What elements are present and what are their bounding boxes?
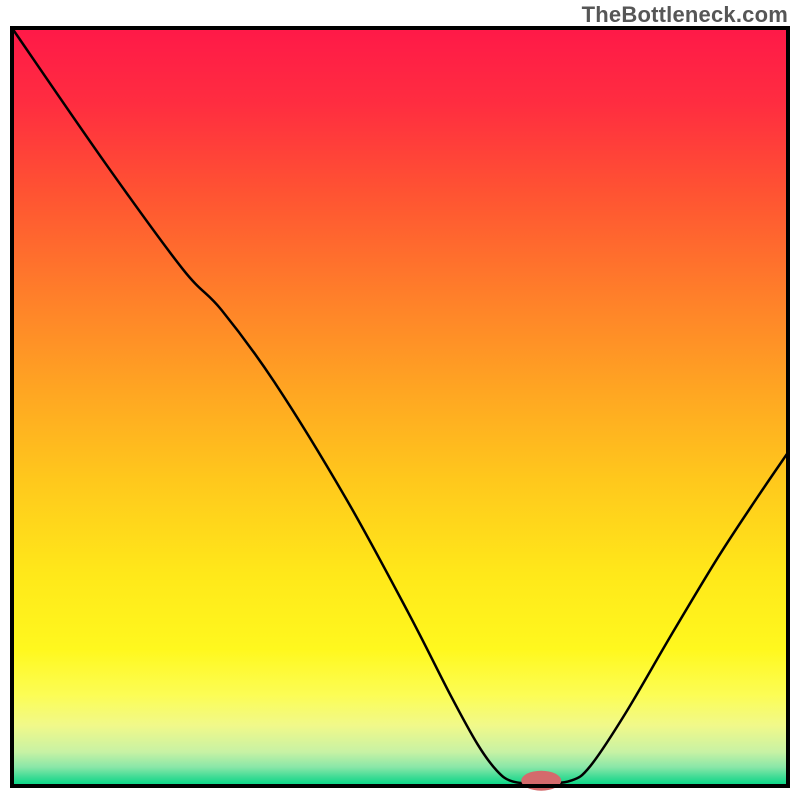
gradient-background [12,28,788,786]
bottleneck-chart [0,0,800,800]
chart-container: TheBottleneck.com [0,0,800,800]
watermark-text: TheBottleneck.com [582,2,788,28]
